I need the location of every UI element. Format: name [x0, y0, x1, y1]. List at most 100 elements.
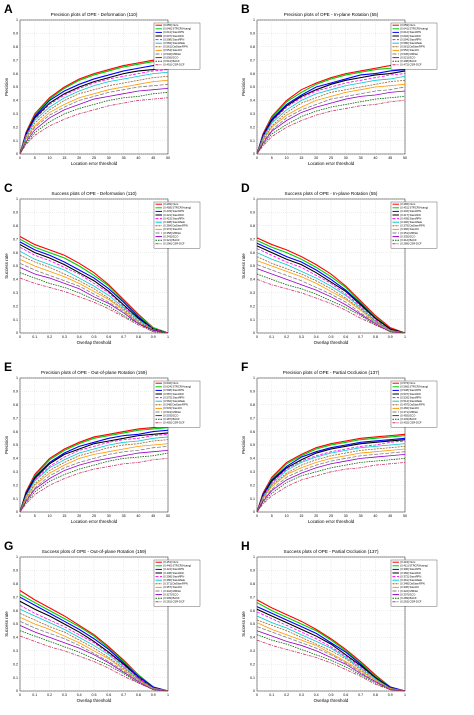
legend-entry: [0.655] Ours — [164, 23, 179, 27]
x-tick-label: 10 — [285, 156, 289, 160]
series-line — [256, 634, 406, 692]
legend-entry: [0.561] DaSiamRPN — [401, 45, 425, 49]
y-tick-label: 0.9 — [250, 32, 255, 36]
y-tick-label: 0 — [16, 152, 18, 156]
x-tick-label: 0.6 — [343, 693, 348, 697]
legend-entry: [0.357] SiamFC — [164, 585, 183, 589]
legend-entry: [0.440] STRCF(Huang) — [164, 564, 192, 568]
y-axis-label: Success rate — [241, 611, 246, 637]
x-tick-label: 30 — [107, 156, 111, 160]
legend-entry: [0.503] ECO — [164, 413, 179, 417]
legend-entry: [0.514] SiamMask — [401, 399, 423, 403]
y-tick-label: 0.8 — [13, 582, 18, 586]
series-line — [19, 272, 169, 334]
series-line — [256, 608, 406, 692]
panel-label: A — [4, 2, 13, 16]
series-line — [256, 83, 406, 155]
y-axis-label: Precision — [4, 77, 9, 96]
series-line — [256, 602, 406, 692]
y-tick-label: 0.5 — [13, 622, 18, 626]
legend-entry: [0.419] Ours — [401, 560, 416, 564]
x-tick-label: 0.7 — [121, 335, 126, 339]
y-tick-label: 0.8 — [13, 403, 18, 407]
chart-title: Success plots of OPE - Partial Occlusion… — [284, 549, 379, 554]
y-tick-label: 0.7 — [13, 595, 18, 599]
legend-entry: [0.411] STRCF(Huang) — [401, 564, 429, 568]
y-tick-label: 1 — [16, 555, 18, 559]
chart-panel-h: H Success plots of OPE - Partial Occlusio… — [241, 539, 438, 703]
series-line — [256, 439, 406, 513]
chart-title: Precision plots of OPE - Deformation (11… — [51, 12, 138, 17]
legend-entry: [0.512] BACF — [164, 59, 180, 63]
legend-entry: [0.573] Ours — [401, 381, 416, 385]
x-tick-label: 10 — [48, 514, 52, 518]
y-tick-label: 0.2 — [250, 483, 255, 487]
legend-entry: [0.598] SiamRPN — [164, 37, 185, 41]
y-tick-label: 1 — [16, 197, 18, 201]
legend-entry: [0.536] ECO — [164, 55, 179, 59]
series-line — [256, 630, 406, 692]
y-tick-label: 0 — [16, 331, 18, 335]
chart-title: Success plots of OPE - Deformation (110) — [51, 191, 137, 196]
legend-entry: [0.519] MDNet — [164, 410, 182, 414]
x-tick-label: 15 — [62, 514, 66, 518]
series-line — [19, 439, 169, 513]
x-axis-label: Location error threshold — [308, 519, 355, 524]
legend-entry: [0.612] SiamKPN — [401, 30, 422, 34]
legend-entry: [0.361] SiamMask — [401, 578, 423, 582]
series-line — [256, 615, 406, 692]
legend-entry: [0.604] SiamDCF — [401, 34, 422, 38]
series-line — [256, 248, 406, 334]
series-line — [19, 75, 169, 155]
y-tick-label: 0.3 — [13, 112, 18, 116]
x-tick-label: 50 — [403, 156, 407, 160]
series-line — [19, 254, 169, 334]
legend-entry: [0.575] SiamRPN — [164, 395, 185, 399]
y-axis-label: Success rate — [4, 253, 9, 279]
series-line — [256, 264, 406, 334]
legend-entry: [0.392] SiamMask — [401, 220, 423, 224]
legend-entry: [0.409] SiamRPN — [401, 216, 422, 220]
y-tick-label: 0.9 — [13, 211, 18, 215]
legend-entry: [0.466] Ours — [401, 202, 416, 206]
legend-entry: [0.421] SiamKPN — [164, 567, 185, 571]
legend-entry: [0.659] Ours — [401, 23, 416, 27]
series-line — [256, 95, 406, 155]
series-line — [19, 91, 169, 155]
series-line — [19, 624, 169, 692]
x-tick-label: 20 — [314, 156, 318, 160]
series-line — [256, 440, 406, 513]
series-line — [256, 69, 406, 155]
y-tick-label: 0.3 — [250, 470, 255, 474]
series-line — [256, 443, 406, 513]
legend-entry: [0.384] DaSiamRPN — [164, 224, 188, 228]
legend-entry: [0.433] BACF — [401, 417, 417, 421]
legend-entry: [0.469] Ours — [164, 202, 179, 206]
legend-entry: [0.415] SiamRPN — [164, 216, 185, 220]
series-line — [256, 100, 406, 155]
series-line — [19, 452, 169, 513]
x-tick-label: 0.9 — [151, 335, 156, 339]
x-tick-label: 0.6 — [343, 335, 348, 339]
legend-entry: [0.458] STRCF(Huang) — [164, 206, 192, 210]
series-line — [256, 245, 406, 334]
series-line — [256, 79, 406, 155]
series-line — [256, 63, 406, 155]
x-tick-label: 0.3 — [299, 693, 304, 697]
series-line — [256, 75, 406, 155]
y-tick-label: 0.4 — [250, 99, 255, 103]
x-tick-label: 0 — [256, 693, 258, 697]
y-tick-label: 0.1 — [250, 139, 255, 143]
series-line — [19, 429, 169, 513]
series-line — [19, 425, 169, 513]
y-tick-label: 0 — [253, 331, 255, 335]
x-tick-label: 25 — [92, 156, 96, 160]
x-tick-label: 45 — [388, 156, 392, 160]
x-tick-label: 0 — [19, 156, 21, 160]
x-tick-label: 0.1 — [269, 693, 274, 697]
series-line — [256, 622, 406, 692]
y-tick-label: 0.1 — [13, 676, 18, 680]
y-axis-label: Success rate — [241, 253, 246, 279]
x-tick-label: 0.3 — [62, 335, 67, 339]
x-tick-label: 0 — [19, 335, 21, 339]
